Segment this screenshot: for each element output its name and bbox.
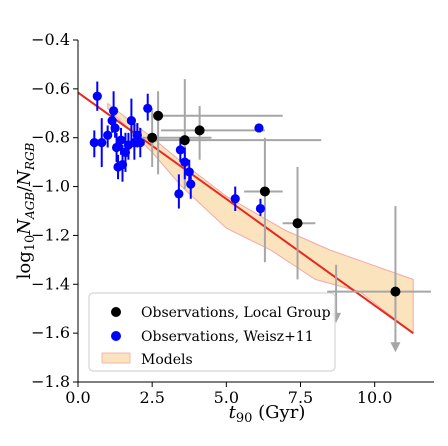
y-tick-label-7: −0.4	[31, 30, 70, 49]
weisz-point-22	[186, 179, 196, 189]
y-tick-label-4: −1.0	[31, 177, 70, 196]
weisz-points-layer	[89, 81, 266, 216]
weisz-point-18	[174, 189, 184, 199]
x-tick-label-4: 10.0	[357, 388, 393, 407]
legend-local-group-marker	[111, 307, 121, 317]
weisz-point-24	[254, 123, 264, 133]
x-axis-label-sub: 90	[236, 411, 253, 426]
x-axis-label: t90 (Gyr)	[229, 402, 306, 426]
weisz-point-0	[89, 138, 99, 148]
x-axis-label-main: t	[229, 402, 237, 423]
lg-point-6	[390, 286, 401, 297]
local-group-error-bars	[137, 79, 432, 329]
lg-point-1	[147, 132, 158, 143]
weisz-point-20	[180, 157, 190, 167]
weisz-point-3	[103, 130, 113, 140]
legend-local-group-label: Observations, Local Group	[141, 305, 331, 321]
legend-weisz-label: Observations, Weisz+11	[141, 329, 314, 345]
y-axis-label: log10NAGB/NRGB	[14, 142, 38, 279]
weisz-point-23	[230, 194, 240, 204]
legend: Observations, Local Group Observations, …	[88, 292, 336, 372]
weisz-point-1	[92, 91, 102, 101]
weisz-point-5	[109, 106, 119, 116]
weisz-point-9	[116, 135, 126, 145]
weisz-point-13	[126, 116, 136, 126]
y-tick-label-3: −1.2	[31, 225, 70, 244]
x-tick-label-2: 5.0	[214, 388, 239, 407]
tick-marks	[73, 39, 376, 387]
x-tick-label-3: 7.5	[288, 388, 313, 407]
lg-point-4	[259, 186, 270, 197]
lg-point-2	[179, 135, 190, 146]
y-tick-label-2: −1.4	[31, 274, 70, 293]
weisz-point-16	[135, 138, 145, 148]
y-tick-label-1: −1.6	[31, 323, 70, 342]
weisz-point-2	[97, 138, 107, 148]
legend-models-swatch	[101, 352, 131, 364]
y-tick-label-5: −0.8	[31, 128, 70, 147]
x-tick-label-1: 2.5	[139, 388, 164, 407]
weisz-point-25	[255, 203, 266, 214]
x-axis-label-unit: (Gyr)	[252, 402, 305, 423]
legend-frame	[88, 292, 336, 372]
legend-weisz-marker	[111, 331, 121, 341]
weisz-point-21	[184, 167, 194, 177]
legend-models-label: Models	[141, 352, 193, 368]
tick-labels: 0.0 2.5 5.0 7.5 10.0 −1.8 −1.6 −1.4 −1.2 −1.0 −0.8…	[31, 30, 392, 407]
weisz-point-7	[111, 142, 122, 153]
lg-point-0	[153, 110, 164, 121]
weisz-point-6	[110, 123, 120, 133]
x-tick-label-0: 0.0	[65, 388, 90, 407]
local-group-points-layer	[147, 110, 401, 297]
y-tick-label-6: −0.6	[31, 79, 70, 98]
lg-point-3	[194, 125, 205, 136]
lg-point-5	[292, 218, 303, 229]
weisz-point-17	[143, 103, 153, 113]
weisz-point-19	[175, 145, 185, 155]
y-tick-label-0: −1.8	[31, 372, 70, 391]
upper-limit-arrow-1	[390, 342, 401, 353]
